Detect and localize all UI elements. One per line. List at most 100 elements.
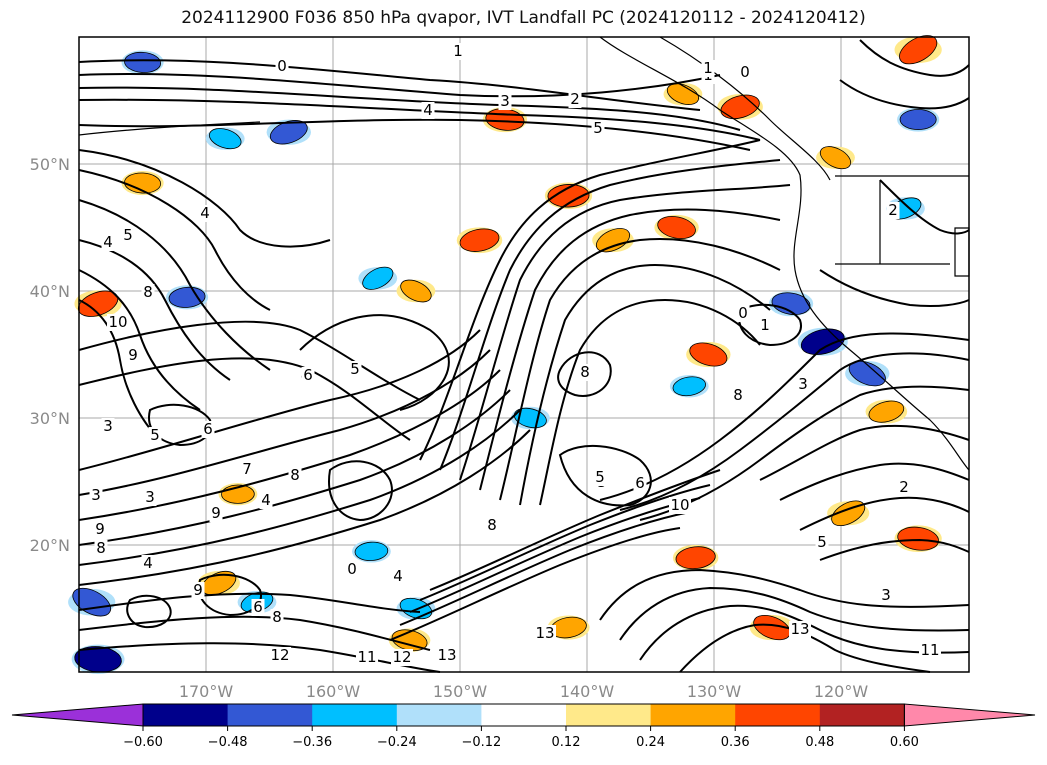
contour-label: 5	[150, 426, 160, 444]
colorbar-tick-label: −0.48	[208, 735, 248, 750]
contour-label-bg	[578, 364, 592, 381]
colorbar-tick-label: 0.12	[552, 735, 581, 750]
contour-label: 13	[437, 646, 456, 664]
contour-lines	[78, 39, 970, 673]
contour-label: 0	[347, 560, 357, 578]
contour-label-bg	[348, 361, 362, 378]
anomaly-patch	[672, 376, 706, 397]
contour-label: 9	[193, 581, 203, 599]
contour-label: 5	[593, 119, 603, 137]
coastlines	[78, 36, 970, 471]
contour-label: 3	[798, 375, 808, 393]
contour-label-bg	[94, 540, 108, 557]
contour-label: 4	[143, 554, 153, 572]
colorbar-segment	[312, 704, 398, 726]
contour-label: 0	[738, 304, 748, 322]
contour-label-bg	[789, 621, 811, 638]
contour-label-bg	[101, 418, 115, 435]
x-tick-label: 170°W	[179, 682, 234, 701]
colorbar-segment	[819, 704, 905, 726]
y-tick-label: 40°N	[30, 282, 70, 301]
contour-label: 4	[200, 204, 210, 222]
contour-label-bg	[251, 599, 265, 616]
contour-label-bg	[731, 387, 745, 404]
contour-label-bg	[301, 367, 315, 384]
contour-label: 4	[261, 491, 271, 509]
contour-label: 9	[211, 504, 221, 522]
contour-label: 7	[242, 460, 252, 478]
contour-label-bg	[198, 205, 212, 222]
contour-label: 5	[817, 533, 827, 551]
contour-label-bg	[191, 582, 205, 599]
contour-label-bg	[288, 467, 302, 484]
y-tick-label: 20°N	[30, 536, 70, 555]
contour-label: 3	[103, 417, 113, 435]
contour-label-bg	[738, 64, 752, 81]
contour-label: 5	[123, 226, 133, 244]
contour-label: 5	[595, 468, 605, 486]
colorbar-outline	[142, 703, 905, 727]
contour-label-bg	[269, 647, 291, 664]
contour-label: 0	[740, 63, 750, 81]
anomaly-patch	[168, 286, 206, 308]
x-tick-label: 160°W	[306, 682, 361, 701]
anomaly-patch	[547, 184, 590, 208]
y-tick-label: 30°N	[30, 409, 70, 428]
contour-label: 3	[500, 92, 510, 110]
contour-label-bg	[593, 469, 607, 486]
anomaly-patch	[362, 266, 394, 290]
colorbar-extend-low	[11, 703, 144, 727]
anomaly-patch	[208, 128, 242, 150]
contour-label-bg	[126, 347, 140, 364]
contour-label-bg	[886, 202, 900, 219]
contour-label-bg	[143, 489, 157, 506]
y-tick-label: 50°N	[30, 155, 70, 174]
contour-label: 12	[270, 646, 289, 664]
map-frame	[78, 36, 970, 673]
anomaly-patch	[399, 597, 433, 620]
contour-label: 6	[635, 474, 645, 492]
contour-label-bg	[240, 461, 254, 478]
contour-label: 1	[760, 316, 770, 334]
contour-label: 9	[95, 520, 105, 538]
contour-label-bg	[591, 120, 605, 137]
colorbar-segment	[735, 704, 821, 726]
contour-label-bg	[421, 102, 435, 119]
contour-label-bg	[141, 555, 155, 572]
contour-label-bg	[101, 234, 115, 251]
contour-label-bg	[391, 568, 405, 585]
contour-label: 8	[290, 466, 300, 484]
contour-label-bg	[498, 93, 512, 110]
colorbar-tick-label: 0.48	[805, 735, 834, 750]
anomaly-patch	[595, 228, 631, 253]
contour-label-bg	[259, 492, 273, 509]
contour-label-bg	[796, 376, 810, 393]
contour-label-bg	[485, 517, 499, 534]
contour-label-bg	[345, 561, 359, 578]
colorbar-extend-high	[903, 703, 1036, 727]
contour-label: 6	[203, 420, 213, 438]
contour-label-bg	[356, 649, 378, 666]
contour-label: 6	[253, 598, 263, 616]
contour-label: 12	[392, 648, 411, 666]
contour-label: 10	[108, 313, 127, 331]
anomaly-patch	[459, 228, 500, 252]
contour-label-bg	[815, 534, 829, 551]
contour-label: 6	[303, 366, 313, 384]
contour-label-bg	[89, 487, 103, 504]
contour-label: 8	[580, 363, 590, 381]
contour-label-bg	[141, 284, 155, 301]
colorbar-segment	[396, 704, 482, 726]
contour-label: 10	[670, 496, 689, 514]
contour-label-bg	[201, 421, 215, 438]
contour-label: 2	[570, 90, 580, 108]
contour-label-bg	[275, 58, 289, 75]
colorbar: −0.60 −0.48 −0.36 −0.24 −0.12 0.12 0.24 0.36 0.4…	[11, 703, 1036, 750]
contour-label: 3	[91, 486, 101, 504]
contour-label: 4	[103, 233, 113, 251]
colorbar-tick-label: 0.60	[890, 735, 919, 750]
contour-label-bg	[633, 475, 647, 492]
contour-label: 8	[733, 386, 743, 404]
x-tick-label: 150°W	[433, 682, 488, 701]
